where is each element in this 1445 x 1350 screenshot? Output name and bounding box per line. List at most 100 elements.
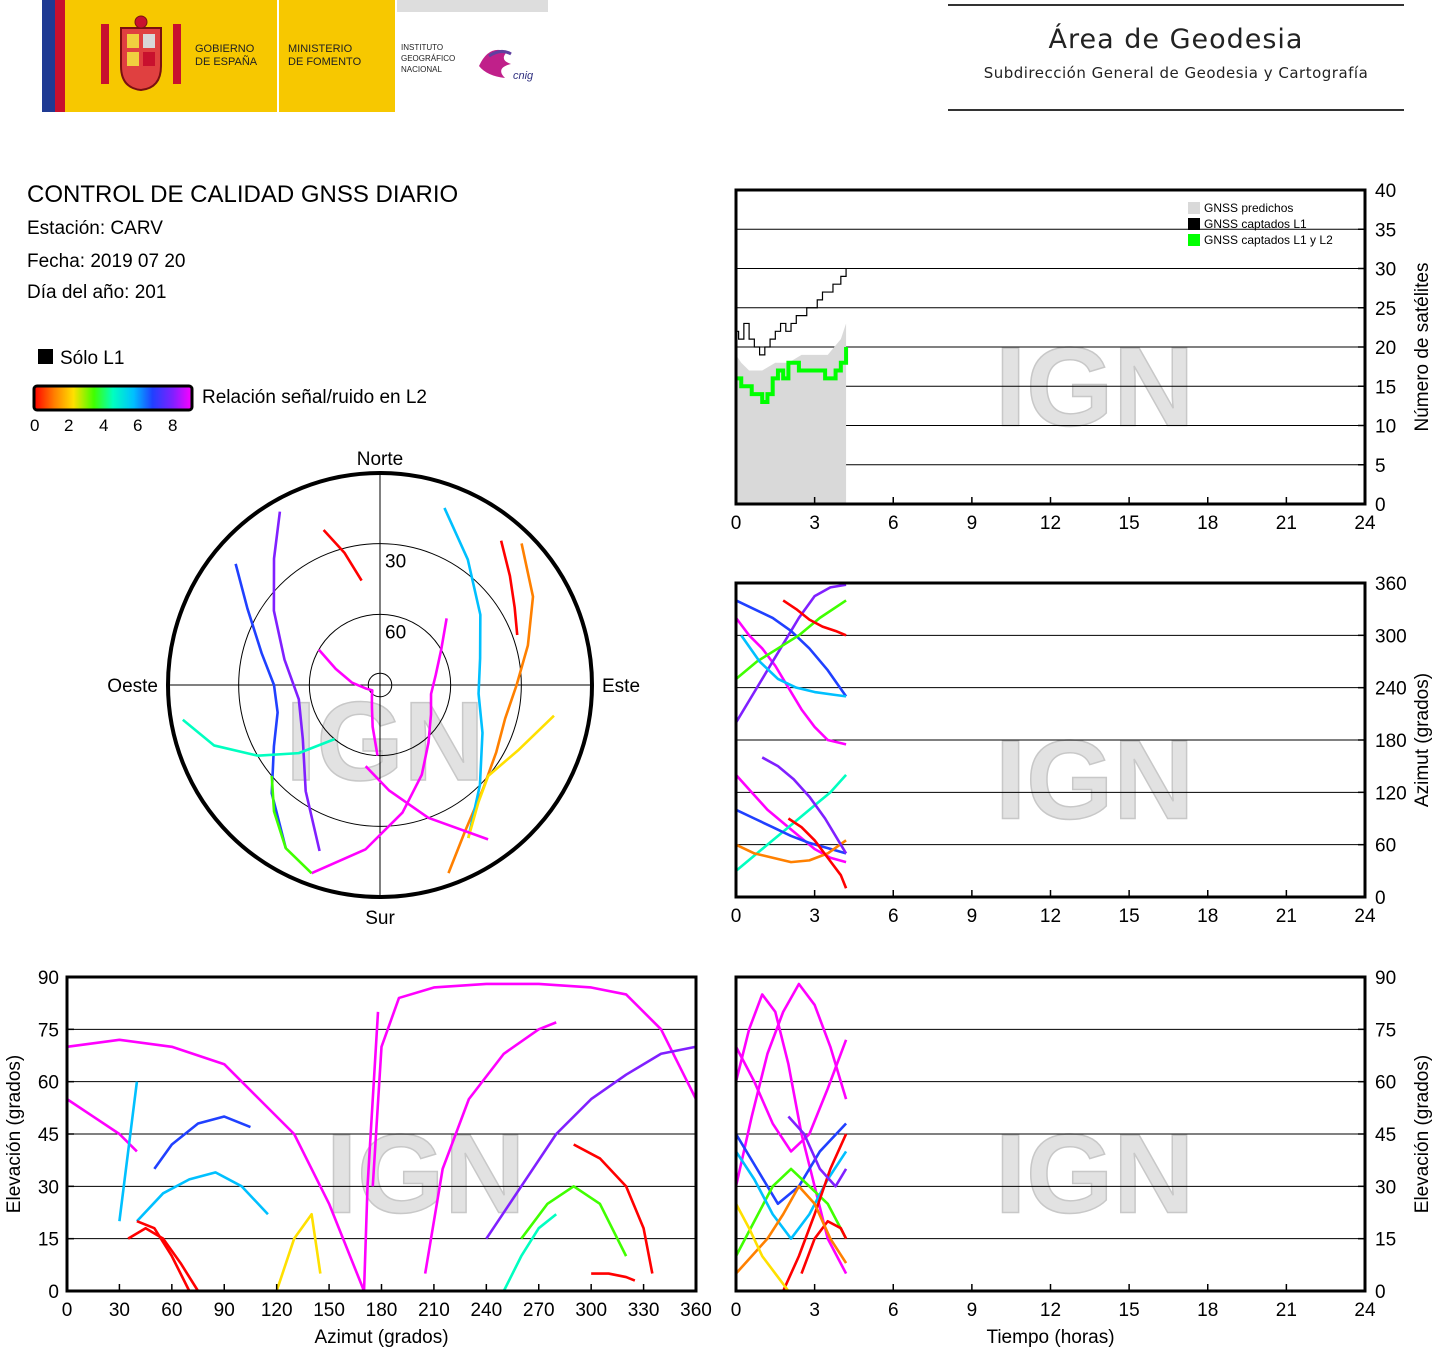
x-tick-label: 6 xyxy=(888,513,899,534)
y-axis-label: Azimut (grados) xyxy=(1412,673,1433,807)
l1l2-series-line xyxy=(736,347,849,404)
horizon-circle xyxy=(166,471,594,899)
satellite-track xyxy=(423,1021,557,1274)
government-logos: GOBIERNO DE ESPAÑA MINISTERIO DE FOMENTO… xyxy=(42,0,548,112)
area-title: Área de Geodesia xyxy=(1048,24,1304,55)
x-tick-label: 24 xyxy=(1354,1300,1376,1321)
predicted-area xyxy=(736,323,847,504)
satellite-track xyxy=(800,1219,848,1275)
satellite-track xyxy=(502,1213,558,1292)
snr-tick: 0 xyxy=(30,416,40,435)
plot-area: GNSS predichos GNSS captados L1 GNSS capta… xyxy=(736,201,1333,504)
satellite-track xyxy=(734,1167,848,1257)
x-tick-label: 120 xyxy=(261,1300,293,1321)
satellite-track xyxy=(362,1011,380,1292)
satellite-track xyxy=(787,1115,848,1188)
y-tick-label: 300 xyxy=(1375,626,1407,647)
x-tick-label: 15 xyxy=(1119,906,1140,927)
ministerio-panel: MINISTERIO DE FOMENTO xyxy=(279,0,395,112)
area-header: Área de Geodesia Subdirección General de… xyxy=(948,0,1404,112)
x-tick-label: 3 xyxy=(809,906,820,927)
ign-watermark: IGN xyxy=(326,1112,525,1237)
x-tick-label: 270 xyxy=(523,1300,555,1321)
plot-area xyxy=(66,982,698,1292)
y-tick-label: 240 xyxy=(1375,679,1407,700)
x-tick-label: 0 xyxy=(731,513,742,534)
y-tick-label: 30 xyxy=(1375,1177,1396,1198)
legend-label: GNSS captados L1 xyxy=(1204,217,1307,231)
ministerio-line1: MINISTERIO xyxy=(288,43,353,55)
legend-swatch xyxy=(1188,234,1200,246)
y-tick-label: 30 xyxy=(1375,260,1396,281)
x-tick-label: 18 xyxy=(1197,513,1218,534)
satellite-track xyxy=(118,1081,139,1222)
legend-label: GNSS predichos xyxy=(1204,201,1293,215)
x-tick-label: 0 xyxy=(62,1300,73,1321)
x-tick-label: 0 xyxy=(731,1300,742,1321)
x-tick-label: 12 xyxy=(1040,906,1061,927)
satellite-track xyxy=(364,765,489,841)
satellite-track xyxy=(135,1171,269,1223)
legend-swatch xyxy=(1188,202,1200,214)
elevation-ring xyxy=(367,672,393,698)
satellite-track xyxy=(520,1185,628,1257)
area-subtitle: Subdirección General de Geodesia y Carto… xyxy=(983,64,1369,82)
y-tick-label: 5 xyxy=(1375,456,1386,477)
x-tick-label: 12 xyxy=(1040,1300,1061,1321)
elevation-ring xyxy=(238,543,522,827)
y-axis-label: Elevación (grados) xyxy=(4,1055,25,1213)
east-label: Este xyxy=(602,676,640,697)
y-tick-label: 10 xyxy=(1375,417,1396,438)
date-label: Fecha: 2019 07 20 xyxy=(27,251,186,272)
y-tick-label: 30 xyxy=(38,1177,59,1198)
x-tick-label: 6 xyxy=(888,906,899,927)
elevation-ring xyxy=(308,613,452,757)
x-tick-label: 21 xyxy=(1276,1300,1297,1321)
doy-label: Día del año: 201 xyxy=(27,282,167,303)
x-tick-label: 9 xyxy=(967,1300,978,1321)
satellite-track xyxy=(181,718,336,757)
x-tick-label: 15 xyxy=(1119,513,1140,534)
satellite-track xyxy=(735,1185,848,1275)
y-tick-label: 15 xyxy=(1375,1230,1396,1251)
x-tick-label: 18 xyxy=(1197,1300,1218,1321)
ministerio-line2: DE FOMENTO xyxy=(288,56,362,68)
satellite-track xyxy=(136,1220,191,1292)
satellite-track xyxy=(740,634,847,698)
y-tick-label: 20 xyxy=(1375,338,1396,359)
y-tick-label: 35 xyxy=(1375,220,1396,241)
snr-label: Relación señal/ruido en L2 xyxy=(202,387,427,408)
y-tick-label: 40 xyxy=(1375,181,1396,202)
report-title: CONTROL DE CALIDAD GNSS DIARIO xyxy=(27,181,459,208)
skyplot-chart: IGN Norte Sur Este Oeste 30 60 xyxy=(107,449,640,929)
satellite-track xyxy=(467,714,555,839)
satellite-track xyxy=(499,540,519,636)
gobierno-line1: GOBIERNO xyxy=(195,43,255,55)
satellite-track xyxy=(447,543,535,874)
x-tick-label: 15 xyxy=(1119,1300,1140,1321)
satellite-track xyxy=(270,775,313,875)
satellite-track xyxy=(735,599,847,680)
ign-panel: INSTITUTO GEOGRÁFICO NACIONAL cnig xyxy=(397,0,548,112)
satellite-track xyxy=(735,808,847,855)
l1-series-line xyxy=(736,268,847,356)
x-tick-label: 18 xyxy=(1197,906,1218,927)
y-tick-label: 0 xyxy=(1375,495,1386,516)
legend-label: GNSS captados L1 y L2 xyxy=(1204,233,1333,247)
satellite-track xyxy=(787,817,848,889)
satellite-track xyxy=(275,1212,322,1292)
ring-label: 60 xyxy=(385,622,406,643)
y-tick-label: 90 xyxy=(1375,968,1396,989)
y-tick-label: 15 xyxy=(1375,377,1396,398)
x-tick-label: 3 xyxy=(809,1300,820,1321)
x-tick-label: 12 xyxy=(1040,513,1061,534)
instituto-line2: GEOGRÁFICO xyxy=(401,54,456,63)
instituto-line3: NACIONAL xyxy=(401,65,442,74)
ign-watermark: IGN xyxy=(995,325,1194,450)
satellite-track xyxy=(734,1203,790,1292)
y-tick-label: 60 xyxy=(38,1073,59,1094)
x-tick-label: 9 xyxy=(967,906,978,927)
eu-flag-strip xyxy=(42,0,65,112)
x-tick-label: 24 xyxy=(1354,513,1376,534)
